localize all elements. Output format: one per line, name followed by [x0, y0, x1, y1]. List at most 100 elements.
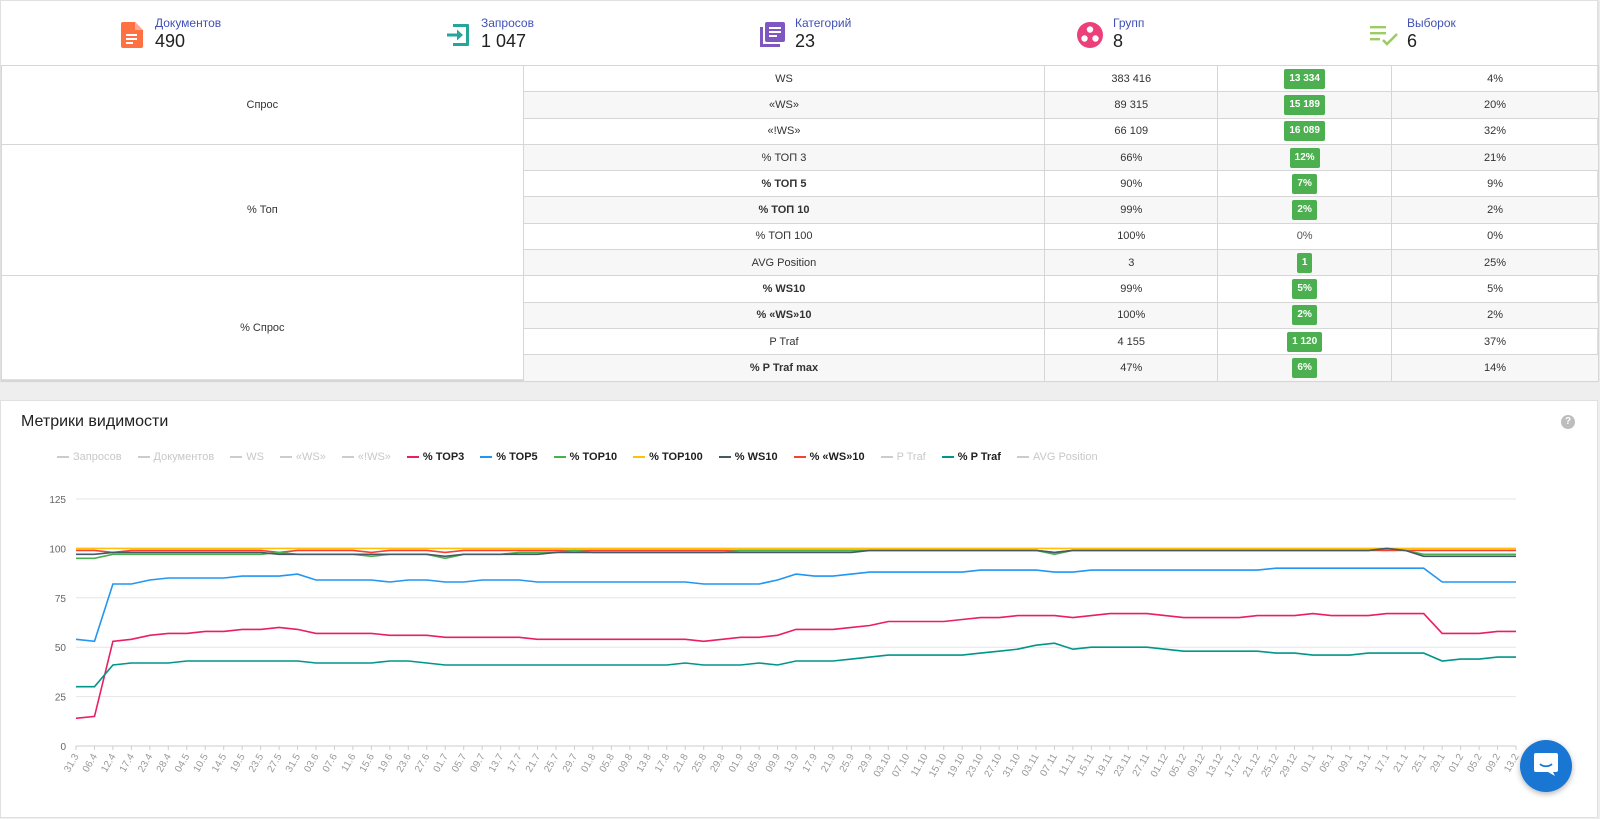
metric-value-cell: 89 315 [1044, 91, 1219, 119]
metric-pct-cell: 21% [1391, 143, 1599, 172]
x-tick-label: 04.5 [173, 752, 192, 775]
login-icon [443, 20, 473, 50]
metric-value-cell: 383 416 [1044, 64, 1219, 93]
legend-label: P Traf [896, 451, 926, 463]
table-row: Спрос WS 383 416 13 334 4% [1, 64, 1599, 145]
stat-label: Групп [1113, 16, 1145, 30]
metric-diff-cell: 1 120 [1217, 327, 1393, 356]
metric-value-cell: 66% [1044, 143, 1219, 172]
diff-badge: 5% [1292, 279, 1317, 300]
metric-pct-cell: 25% [1391, 249, 1599, 277]
legend-swatch [1016, 456, 1029, 458]
legend-item[interactable]: «!WS» [341, 451, 391, 463]
metric-diff-cell: 2% [1217, 301, 1393, 329]
x-tick-label: 01.7 [432, 752, 451, 775]
summary-card: Документов 490 Запросов 1 047 Категорий … [0, 0, 1599, 382]
x-tick-label: 01.1 [1299, 752, 1318, 775]
legend-item[interactable]: WS [230, 451, 264, 463]
legend-label: % WS10 [734, 451, 778, 463]
x-tick-label: 23.6 [395, 752, 414, 775]
legend-item[interactable]: «WS» [279, 451, 326, 463]
x-tick-label: 21.8 [672, 752, 691, 775]
diff-badge: 12% [1289, 147, 1320, 168]
legend-item[interactable]: % TOP3 [406, 451, 464, 463]
metric-diff-cell: 2% [1217, 196, 1393, 224]
metric-value-cell: 47% [1044, 354, 1219, 382]
x-tick-label: 21.1 [1392, 752, 1411, 775]
stat-label: Выборок [1407, 16, 1456, 30]
x-tick-label: 25.7 [542, 752, 561, 775]
metric-value-cell: 100% [1044, 222, 1219, 251]
stat-documents: Документов 490 [117, 15, 221, 55]
table-row: % ТОП 100 100% 0% 0% [2, 222, 1599, 251]
diff-badge: 1 [1296, 252, 1313, 273]
legend-swatch [633, 456, 646, 458]
legend-item[interactable]: % TOP5 [480, 451, 538, 463]
legend-swatch [941, 456, 954, 458]
legend-item[interactable]: Запросов [57, 451, 122, 463]
x-tick-label: 29.12 [1278, 752, 1300, 780]
help-icon[interactable]: ? [1561, 415, 1575, 429]
metric-pct-cell: 2% [1391, 301, 1599, 329]
x-tick-label: 07.10 [890, 752, 912, 780]
stat-value: 23 [795, 31, 816, 51]
table-row: P Traf 4 155 1 120 37% [2, 327, 1599, 356]
stat-label: Документов [155, 16, 222, 30]
legend-item[interactable]: % TOP100 [633, 451, 703, 463]
y-tick-label: 75 [55, 594, 67, 605]
x-tick-label: 13.8 [635, 752, 654, 775]
x-tick-label: 06.4 [81, 752, 100, 775]
x-tick-label: 05.2 [1465, 752, 1484, 775]
table-row: % Спрос% WS10 99% 5% 5% [1, 275, 1599, 382]
legend-label: WS [246, 451, 264, 463]
legend-label: Запросов [73, 451, 122, 463]
legend-item[interactable]: P Traf [880, 451, 926, 463]
metric-pct-cell: 37% [1391, 327, 1599, 356]
stat-label: Запросов [481, 16, 534, 30]
series-line [76, 547, 1516, 558]
x-tick-label: 29.1 [1428, 752, 1447, 775]
metric-name-cell: AVG Position [522, 249, 1046, 277]
metric-name-cell: % ТОП 10 [522, 196, 1046, 224]
metric-diff-cell: 0% [1217, 222, 1393, 251]
stat-queries: Запросов 1 047 [443, 15, 534, 55]
diff-badge: 0% [1296, 230, 1313, 243]
legend-item[interactable]: % «WS»10 [793, 451, 865, 463]
visibility-chart-card: Метрики видимости ? Запросов Документов WS… [0, 400, 1598, 818]
legend-item[interactable]: % TOP10 [553, 451, 618, 463]
diff-badge: 15 189 [1284, 94, 1325, 115]
metric-name-cell: «!WS» [522, 117, 1046, 145]
chat-button[interactable] [1520, 740, 1572, 792]
x-tick-label: 05.7 [450, 752, 469, 775]
x-tick-label: 23.5 [247, 752, 266, 775]
legend-item[interactable]: % WS10 [718, 451, 778, 463]
x-tick-label: 09.9 [764, 752, 783, 775]
metric-pct-cell: 4% [1391, 64, 1599, 93]
x-tick-label: 17.4 [118, 752, 137, 775]
x-tick-label: 01.8 [579, 752, 598, 775]
metric-diff-cell: 16 089 [1217, 117, 1393, 145]
x-tick-label: 31.10 [1001, 752, 1023, 780]
legend-item[interactable]: Документов [137, 451, 214, 463]
table-row: % P Traf max 47% 6% 14% [2, 354, 1599, 382]
legend-item[interactable]: % P Traf [941, 451, 1001, 463]
table-row: % ТОП 10 99% 2% 2% [2, 196, 1599, 224]
document-icon [117, 20, 147, 50]
x-tick-label: 07.11 [1038, 752, 1060, 779]
x-tick-label: 09.7 [468, 752, 487, 775]
table-row: «WS» 89 315 15 189 20% [2, 91, 1599, 119]
x-tick-label: 19.11 [1094, 752, 1116, 779]
y-tick-label: 100 [49, 544, 66, 555]
series-line [75, 567, 1516, 643]
x-tick-label: 10.5 [192, 752, 211, 775]
legend-label: % «WS»10 [809, 451, 865, 463]
x-tick-label: 14.5 [210, 752, 229, 775]
legend-label: % TOP10 [569, 451, 618, 463]
group-name-cell: Спрос [1, 65, 524, 145]
x-tick-label: 28.4 [155, 752, 174, 775]
y-tick-label: 50 [55, 643, 67, 654]
legend-item[interactable]: AVG Position [1016, 451, 1098, 463]
legend-swatch [279, 456, 292, 458]
x-tick-label: 09.2 [1484, 752, 1503, 775]
metric-diff-cell: 13 334 [1217, 64, 1393, 93]
